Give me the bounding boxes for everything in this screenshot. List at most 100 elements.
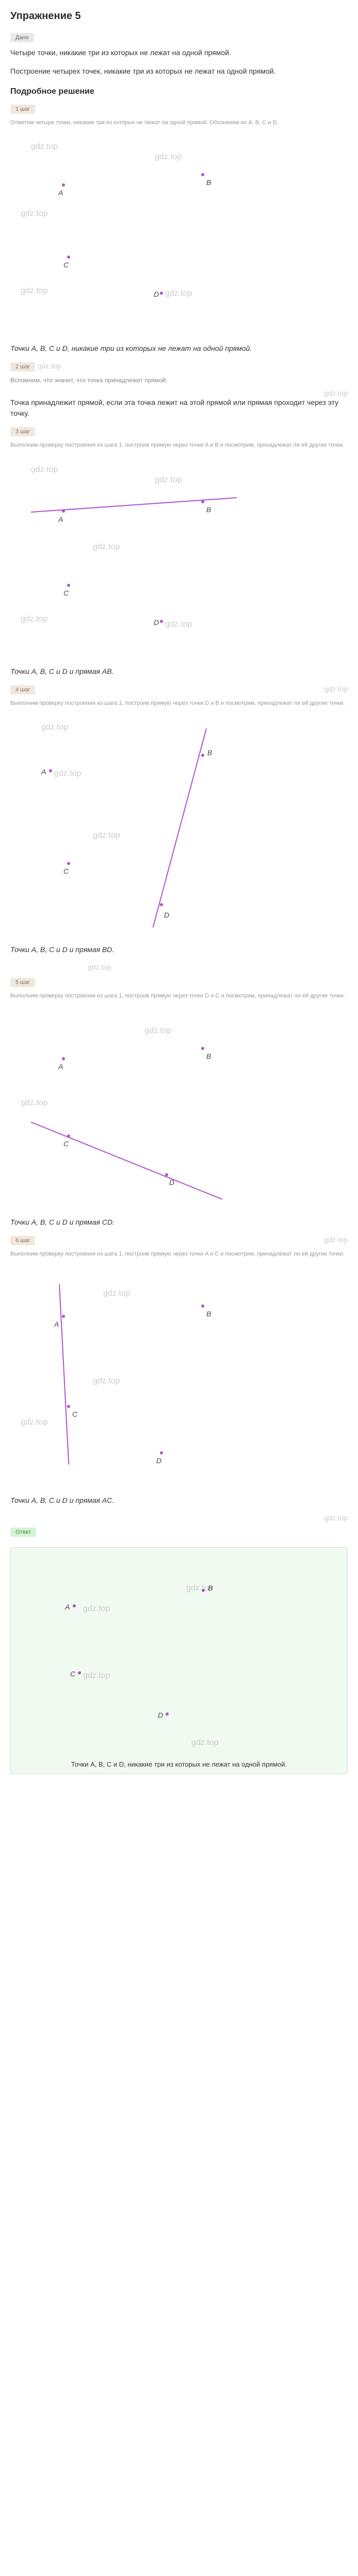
label-c: C — [70, 1670, 75, 1678]
point-d — [160, 903, 163, 906]
label-c: C — [63, 589, 69, 597]
point-a — [62, 1315, 65, 1318]
tag-step5: 5 шаг — [10, 978, 35, 987]
step5-caption: Точки A, B, C и D и прямая CD. — [10, 1217, 348, 1228]
step4-hint: Выполним проверку построения из шага 1, … — [10, 700, 348, 707]
point-c — [67, 862, 70, 865]
watermark: gdz.top — [21, 1098, 47, 1108]
watermark: gdz.top — [21, 286, 47, 296]
label-b: B — [206, 505, 211, 514]
answer-text: Точки A, B, C и D, никакие три из которы… — [11, 1760, 347, 1768]
label-a: A — [58, 1062, 63, 1071]
point-a — [73, 1604, 76, 1607]
watermark: gdz.top — [38, 362, 61, 370]
watermark: gdz.top — [93, 831, 120, 840]
watermark: gdz.top — [41, 723, 68, 732]
point-b — [201, 1047, 204, 1050]
step6-caption: Точки A, B, C и D и прямая AC. — [10, 1495, 348, 1506]
point-c — [78, 1671, 81, 1674]
watermark: gdz.top — [144, 1026, 171, 1036]
step2-note: Вспомним, что значит, что точка принадле… — [10, 377, 348, 384]
label-a: A — [65, 1603, 70, 1611]
label-a: A — [58, 189, 63, 197]
watermark: gdz.top — [54, 769, 81, 778]
point-d — [165, 1173, 168, 1176]
point-c — [67, 1405, 70, 1408]
tag-step1: 1 шаг — [10, 105, 35, 114]
diagram-step3: gdz.top gdz.top gdz.top gdz.top gdz.top … — [10, 460, 348, 656]
solution-title: Подробное решение — [10, 87, 348, 96]
point-b — [201, 173, 204, 176]
watermark: gdz.top — [21, 209, 47, 218]
step6-hint: Выполним проверку построения из шага 1, … — [10, 1250, 348, 1258]
construction-text: Построение четырех точек, никакие три из… — [10, 66, 348, 77]
label-c: C — [63, 867, 69, 875]
line-bd — [153, 728, 207, 928]
line-ac — [59, 1284, 69, 1465]
watermark: gdz.top — [31, 142, 58, 151]
label-a: A — [41, 768, 46, 776]
watermark: gdz.top — [155, 476, 182, 485]
point-c — [67, 1134, 70, 1138]
step1-hint: Отметим четыре точки, никакие три из кот… — [10, 119, 348, 127]
watermark: gdz.top — [155, 152, 182, 162]
watermark: gdz.top — [83, 1604, 110, 1614]
watermark: gdz.top — [324, 389, 348, 397]
label-b: B — [207, 749, 212, 757]
point-b — [201, 500, 204, 503]
label-d: D — [154, 290, 159, 298]
step2-text: Точка принадлежит прямой, если эта точка… — [10, 397, 348, 419]
point-c — [67, 256, 70, 259]
watermark: gdz.top — [93, 543, 120, 552]
watermark: gdz.top — [83, 1671, 110, 1681]
step4-caption: Точки A, B, C и D и прямая BD. — [10, 944, 348, 955]
watermark: gdz.top — [88, 963, 111, 971]
label-b: B — [206, 1310, 211, 1318]
label-c: C — [72, 1410, 77, 1418]
label-b: B — [208, 1584, 213, 1592]
point-a — [62, 510, 65, 513]
watermark: gdz.top — [103, 1289, 130, 1298]
watermark: gdz.top — [21, 1418, 47, 1427]
label-d: D — [169, 1178, 174, 1187]
exercise-title: Упражнение 5 — [10, 10, 348, 22]
point-d — [166, 1713, 169, 1716]
point-d — [160, 1451, 163, 1454]
point-b — [201, 754, 204, 757]
tag-step3: 3 шаг — [10, 427, 35, 436]
tag-answer: Ответ — [10, 1528, 36, 1537]
step3-hint: Выполним проверку построения из шага 1, … — [10, 442, 348, 449]
watermark: gdz.top — [324, 1514, 348, 1522]
label-a: A — [54, 1320, 59, 1328]
label-c: C — [63, 1140, 69, 1148]
watermark: gdz.top — [324, 685, 348, 693]
watermark: gdz.top — [324, 1235, 348, 1244]
diagram-step1: gdz.top gdz.top gdz.top gdz.top A B C D … — [10, 137, 348, 333]
watermark: gdz.top — [191, 1738, 218, 1748]
diagram-step5: gdz.top gdz.top A B C D — [10, 1011, 348, 1207]
tag-step4: 4 шаг — [10, 685, 35, 694]
point-c — [67, 584, 70, 587]
point-d — [160, 292, 163, 295]
step5-hint: Выполним проверку построения из шага 1, … — [10, 992, 348, 1000]
point-b — [201, 1304, 204, 1308]
point-a — [62, 183, 65, 187]
dano-text: Четыре точки, никакие три из которых не … — [10, 47, 348, 58]
tag-dano: Дано — [10, 33, 34, 42]
diagram-step4: gdz.top gdz.top gdz.top A B C D — [10, 718, 348, 934]
point-a — [62, 1057, 65, 1060]
label-d: D — [156, 1456, 161, 1465]
label-c: C — [63, 261, 69, 269]
label-d: D — [158, 1711, 163, 1719]
diagram-step6: gdz.top gdz.top gdz.top A B C D — [10, 1268, 348, 1485]
point-b — [202, 1589, 205, 1592]
label-d: D — [154, 618, 159, 626]
step1-caption: Точки A, B, C и D, никакие три из которы… — [10, 343, 348, 354]
point-a — [49, 769, 52, 772]
tag-step6: 6 шаг — [10, 1236, 35, 1245]
watermark: gdz.top — [93, 1377, 120, 1386]
label-b: B — [206, 178, 211, 187]
watermark: gdz.top — [165, 620, 192, 629]
watermark: gdz.top — [165, 289, 192, 298]
label-a: A — [58, 515, 63, 523]
